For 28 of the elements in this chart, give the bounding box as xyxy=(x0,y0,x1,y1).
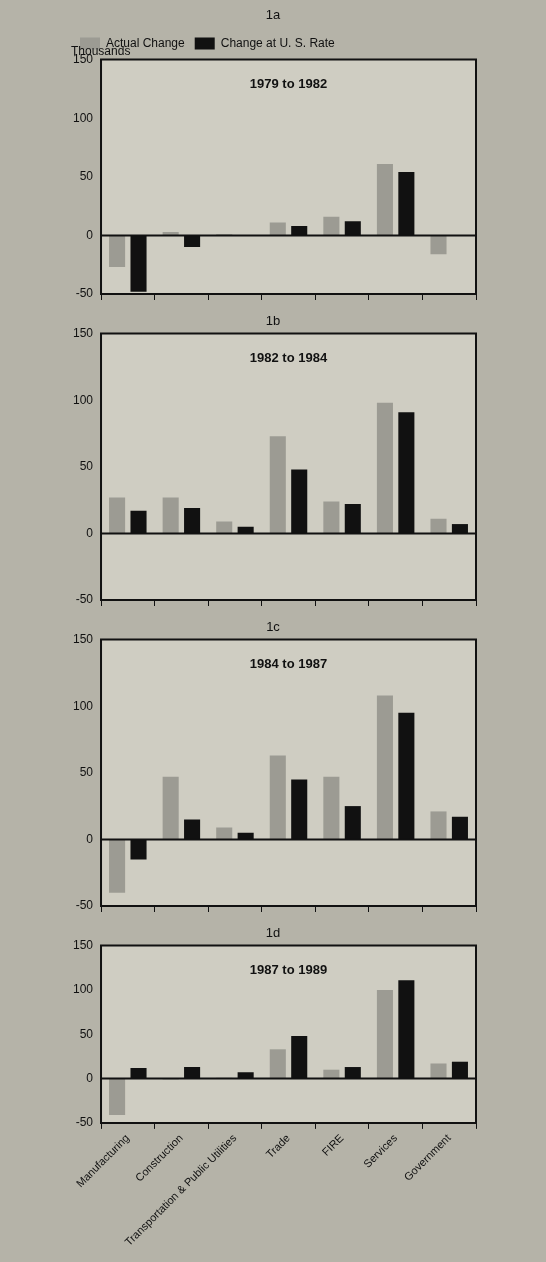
y-tick-label: 100 xyxy=(72,982,94,997)
y-tick-label: 150 xyxy=(72,937,94,952)
chart-title: 1d xyxy=(265,925,281,941)
text: 1979 to 1982 xyxy=(249,75,328,91)
text: 1987 to 1989 xyxy=(249,961,328,977)
y-tick-label: 150 xyxy=(72,631,94,646)
y-tick-label: 150 xyxy=(72,325,94,340)
text: 1982 to 1984 xyxy=(249,349,328,365)
y-tick-label: -50 xyxy=(75,286,94,301)
y-tick-label: -50 xyxy=(75,592,94,607)
y-tick-label: -50 xyxy=(75,1115,94,1130)
y-tick-label: 0 xyxy=(86,227,94,242)
y-tick-label: 100 xyxy=(72,392,94,407)
y-tick-label: -50 xyxy=(75,898,94,913)
y-tick-label: 0 xyxy=(86,525,94,540)
y-tick-label: 0 xyxy=(86,831,94,846)
chart-title: 1c xyxy=(266,619,281,635)
y-tick-label: 50 xyxy=(79,1026,94,1041)
text: 1984 to 1987 xyxy=(249,655,328,671)
y-tick-label: 100 xyxy=(72,698,94,713)
y-tick-label: 50 xyxy=(79,169,94,184)
chart-title: 1b xyxy=(265,313,281,329)
chart-title: 1a xyxy=(265,7,281,23)
y-tick-label: 50 xyxy=(79,459,94,474)
y-tick-label: 50 xyxy=(79,765,94,780)
legend-label: Change at U. S. Rate xyxy=(220,35,336,50)
y-tick-label: 100 xyxy=(72,110,94,125)
y-tick-label: 0 xyxy=(86,1070,94,1085)
